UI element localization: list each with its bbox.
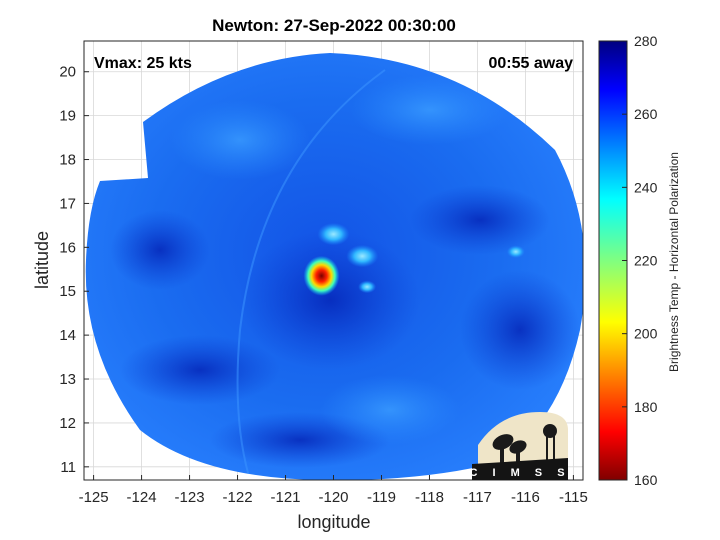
y-tick-label: 15: [59, 283, 76, 300]
y-tick-label: 14: [59, 327, 76, 344]
colorbar-label: Brightness Temp - Horizontal Polarizatio…: [667, 152, 681, 372]
dark-patch: [110, 210, 210, 290]
x-tick-label: -116: [511, 489, 540, 506]
dark-patch: [410, 185, 550, 255]
x-tick-label: -125: [79, 489, 109, 506]
x-tick-label: -121: [271, 489, 301, 506]
y-tick-label: 11: [60, 459, 76, 476]
colorbar-tick-label: 220: [634, 253, 658, 269]
convective-band-mark: [317, 222, 350, 246]
y-tick-label: 16: [59, 239, 76, 256]
x-axis-label: longitude: [297, 512, 370, 532]
y-tick-label: 18: [59, 152, 76, 169]
y-tick-label: 20: [59, 64, 76, 81]
y-ticks: 11 12 13 14 15 16 17 18 19 20: [59, 64, 89, 476]
colorbar: 160 180 200 220 240 260 280 Brightness Temp - …: [598, 33, 681, 488]
chart-title: Newton: 27-Sep-2022 00:30:00: [212, 16, 456, 35]
colorbar-tick-label: 280: [634, 33, 658, 49]
colorbar-tick-label: 160: [634, 472, 658, 488]
x-ticks: -125 -124 -123 -122 -121 -120 -119 -118 -117 -116…: [79, 475, 588, 506]
x-tick-label: -124: [127, 489, 157, 506]
x-tick-label: -123: [175, 489, 205, 506]
x-tick-label: -120: [318, 489, 348, 506]
logo-text: C I M S S: [469, 467, 570, 479]
dark-patch: [240, 230, 420, 370]
swath-seam: [236, 69, 386, 480]
dish-icon: [509, 440, 527, 454]
x-tick-label: -122: [223, 489, 253, 506]
x-tick-label: -117: [463, 489, 492, 506]
light-patch: [350, 75, 510, 145]
y-tick-label: 17: [59, 195, 76, 212]
y-axis-label: latitude: [32, 231, 52, 289]
x-tick-label: -119: [367, 489, 396, 506]
y-tick-label: 13: [59, 371, 76, 388]
vmax-label: Vmax: 25 kts: [94, 55, 192, 72]
convective-band-mark: [346, 244, 379, 268]
tower-icon: [543, 424, 557, 438]
cimss-logo: C I M S S: [469, 412, 570, 480]
x-tick-label: -115: [559, 489, 588, 506]
light-patch: [170, 100, 310, 180]
convective-band-mark: [506, 245, 525, 259]
colorbar-ticks: 160 180 200 220 240 260 280: [622, 33, 658, 488]
colorbar-tick-label: 180: [634, 399, 658, 415]
dish-icon: [492, 434, 514, 450]
dark-patch: [460, 270, 580, 390]
convective-band-mark: [358, 280, 377, 294]
colorbar-tick-label: 240: [634, 179, 658, 195]
time-away-label: 00:55 away: [488, 55, 573, 72]
y-tick-label: 12: [59, 415, 76, 432]
dark-patch: [120, 335, 280, 405]
light-patch: [320, 375, 460, 445]
microwave-swath: [85, 53, 583, 480]
warm-core-mark: [303, 255, 340, 296]
colorbar-tick-label: 200: [634, 326, 658, 342]
colorbar-tick-label: 260: [634, 106, 658, 122]
x-tick-label: -118: [415, 489, 444, 506]
y-tick-label: 19: [59, 108, 76, 125]
